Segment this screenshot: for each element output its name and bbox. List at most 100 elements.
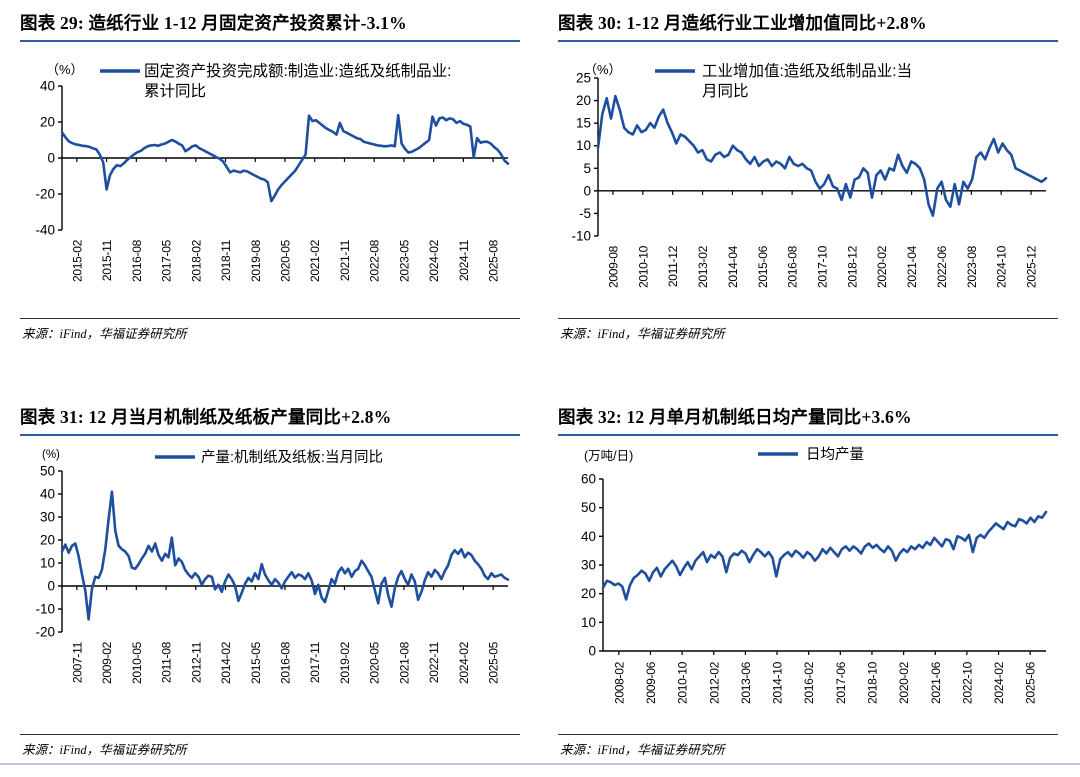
svg-text:2015-11: 2015-11 [100,239,114,281]
source-rule [20,318,520,319]
svg-text:40: 40 [40,79,55,94]
svg-text:2020-02: 2020-02 [897,661,911,704]
svg-text:-20: -20 [35,625,55,640]
svg-text:固定资产投资完成额:制造业:造纸及纸制品业:: 固定资产投资完成额:制造业:造纸及纸制品业: [144,62,451,80]
line-chart-industrial-added-value: （%） 工业增加值:造纸及纸制品业:当 月同比 25 20 15 10 5 0 -5 -10 2009… [558,50,1058,316]
svg-text:2017-05: 2017-05 [160,239,174,282]
svg-text:月同比: 月同比 [702,82,749,100]
svg-text:2014-10: 2014-10 [771,661,785,704]
svg-text:0: 0 [47,579,55,594]
source-note: 来源：iFind，华福证券研究所 [22,743,187,757]
svg-text:-5: -5 [579,206,591,221]
figure-title: 图表 32: 12 月单月机制纸日均产量同比+3.6% [558,407,912,427]
svg-text:2015-05: 2015-05 [249,641,263,684]
svg-text:(%): (%) [42,449,60,461]
svg-text:2018-11: 2018-11 [219,239,233,281]
svg-text:累计同比: 累计同比 [144,82,206,100]
svg-text:0: 0 [583,183,591,198]
svg-text:2019-02: 2019-02 [338,641,352,684]
svg-text:2018-02: 2018-02 [189,239,203,282]
line-chart-paper-output-yoy: (%) 产量:机制纸及纸板:当月同比 50 40 30 20 10 0 -10 -20 2007-1… [20,442,520,730]
figure-title: 图表 29: 造纸行业 1-12 月固定资产投资累计-3.1% [20,13,407,33]
svg-text:2010-10: 2010-10 [636,245,650,288]
svg-text:(万吨/日): (万吨/日) [584,449,633,463]
svg-text:20: 20 [40,533,55,548]
svg-text:2025-12: 2025-12 [1025,245,1039,288]
svg-text:15: 15 [576,116,591,131]
svg-text:2009-08: 2009-08 [606,245,620,288]
svg-text:2011-12: 2011-12 [666,245,680,287]
svg-text:2025-05: 2025-05 [487,641,501,684]
source-note: 来源：iFind，华福证券研究所 [22,327,187,341]
svg-text:2021-11: 2021-11 [338,239,352,281]
svg-text:20: 20 [581,586,596,601]
svg-text:2018-12: 2018-12 [845,245,859,288]
svg-text:2021-08: 2021-08 [397,641,411,684]
title-rule [20,40,520,42]
svg-text:2012-02: 2012-02 [707,661,721,704]
svg-text:2009-02: 2009-02 [100,641,114,684]
figure-title: 图表 30: 1-12 月造纸行业工业增加值同比+2.8% [558,13,927,33]
svg-text:2017-06: 2017-06 [834,661,848,704]
source-note: 来源：iFind，华福证券研究所 [560,327,725,341]
svg-text:10: 10 [40,556,55,571]
svg-text:2025-08: 2025-08 [487,239,501,282]
svg-text:2016-08: 2016-08 [130,239,144,282]
svg-text:2020-05: 2020-05 [279,239,293,282]
svg-text:30: 30 [581,558,596,573]
svg-text:-10: -10 [571,229,591,244]
svg-text:2009-06: 2009-06 [644,661,658,704]
svg-text:2014-02: 2014-02 [219,641,233,684]
svg-text:2023-05: 2023-05 [397,239,411,282]
svg-text:10: 10 [576,138,591,153]
svg-text:0: 0 [47,151,55,166]
svg-text:60: 60 [581,472,596,487]
svg-text:2022-06: 2022-06 [935,245,949,288]
line-chart-daily-output: (万吨/日) 日均产量 60 50 40 30 20 10 0 2008-02 2009-06 201… [558,442,1058,730]
svg-text:2015-06: 2015-06 [756,245,770,288]
source-rule [20,734,520,735]
svg-text:0: 0 [588,644,596,659]
source-note: 来源：iFind，华福证券研究所 [560,743,725,757]
svg-text:2024-02: 2024-02 [992,661,1006,704]
page-footer-rule [0,763,1080,765]
svg-text:2016-08: 2016-08 [279,641,293,684]
svg-text:2014-04: 2014-04 [726,245,740,288]
svg-text:20: 20 [576,93,591,108]
line-chart-fixed-asset-investment: （%） 固定资产投资完成额:制造业:造纸及纸制品业: 累计同比 40 20 0 -20 -40… [20,50,520,316]
title-rule [558,434,1058,436]
svg-text:2025-06: 2025-06 [1024,661,1038,704]
svg-text:50: 50 [581,500,596,515]
svg-text:2016-08: 2016-08 [786,245,800,288]
svg-text:产量:机制纸及纸板:当月同比: 产量:机制纸及纸板:当月同比 [201,448,383,466]
svg-text:2019-08: 2019-08 [249,239,263,282]
svg-text:2024-02: 2024-02 [427,239,441,282]
svg-text:40: 40 [581,529,596,544]
svg-text:2011-08: 2011-08 [160,641,174,683]
svg-text:2020-02: 2020-02 [875,245,889,288]
svg-text:日均产量: 日均产量 [806,446,864,463]
svg-text:2018-10: 2018-10 [865,661,879,704]
svg-text:2010-10: 2010-10 [676,661,690,704]
source-rule [558,734,1058,735]
svg-text:2020-05: 2020-05 [368,641,382,684]
svg-text:2016-02: 2016-02 [802,661,816,704]
svg-text:2021-06: 2021-06 [929,661,943,704]
svg-text:20: 20 [40,115,55,130]
title-rule [20,434,520,436]
svg-text:2008-02: 2008-02 [612,661,626,704]
svg-text:2024-02: 2024-02 [457,641,471,684]
svg-text:2012-11: 2012-11 [189,641,203,683]
svg-text:40: 40 [40,487,55,502]
svg-text:-10: -10 [35,602,55,617]
svg-text:2021-04: 2021-04 [905,245,919,288]
svg-text:5: 5 [583,161,591,176]
svg-text:25: 25 [576,71,591,86]
title-rule [558,40,1058,42]
svg-text:工业增加值:造纸及纸制品业:当: 工业增加值:造纸及纸制品业:当 [702,62,912,80]
figure-title: 图表 31: 12 月当月机制纸及纸板产量同比+2.8% [20,407,392,427]
svg-text:2017-11: 2017-11 [308,641,322,683]
svg-text:2017-10: 2017-10 [816,245,830,288]
source-rule [558,318,1058,319]
svg-text:2022-08: 2022-08 [368,239,382,282]
